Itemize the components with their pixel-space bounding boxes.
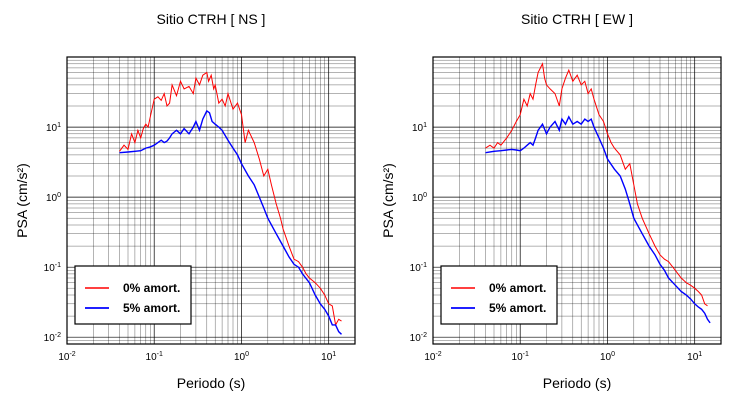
y-tick-label: 101 (412, 122, 427, 134)
chart-title: Sitio CTRH [ EW ] (521, 11, 633, 27)
legend: 0% amort. 5% amort. (440, 265, 558, 325)
series-line-amort-0 (485, 62, 708, 307)
y-tick-label: 101 (46, 122, 61, 134)
x-tick-exponent: -1 (157, 351, 163, 358)
y-tick-exponent: 0 (423, 192, 427, 199)
y-tick-exponent: -1 (421, 262, 427, 269)
legend-label-amort-0: 0% amort. (123, 281, 180, 295)
x-tick-label: 100 (600, 351, 615, 363)
plot-frame (432, 56, 722, 345)
y-tick-label: 100 (412, 192, 427, 204)
x-tick-exponent: -2 (435, 351, 441, 358)
legend-box (74, 265, 192, 325)
x-tick-exponent: 1 (698, 351, 702, 358)
legend-label-amort-0: 0% amort. (489, 281, 546, 295)
legend-box (440, 265, 558, 325)
y-tick-label: 10-1 (44, 262, 61, 274)
x-tick-label: 10-2 (424, 351, 441, 363)
y-tick-exponent: -1 (55, 262, 61, 269)
y-tick-label: 10-2 (410, 332, 427, 344)
x-axis-label: Periodo (s) (177, 375, 245, 391)
legend-label-amort-5: 5% amort. (123, 301, 180, 315)
series-line-amort-0 (119, 71, 342, 327)
y-tick-label: 100 (46, 192, 61, 204)
y-tick-exponent: -2 (421, 332, 427, 339)
plot-frame (66, 56, 356, 345)
legend: 0% amort. 5% amort. (74, 265, 192, 325)
x-tick-exponent: -2 (69, 351, 75, 358)
legend-label-amort-5: 5% amort. (489, 301, 546, 315)
x-tick-label: 10-1 (146, 351, 163, 363)
x-tick-label: 10-2 (58, 351, 75, 363)
y-tick-exponent: 1 (423, 122, 427, 129)
x-tick-exponent: 1 (332, 351, 336, 358)
x-tick-label: 101 (687, 351, 702, 363)
x-tick-exponent: 0 (611, 351, 615, 358)
chart-title: Sitio CTRH [ NS ] (157, 11, 266, 27)
x-tick-label: 100 (234, 351, 249, 363)
x-axis-label: Periodo (s) (543, 375, 611, 391)
series-line-amort-5 (119, 109, 342, 335)
x-tick-exponent: -1 (523, 351, 529, 358)
x-tick-exponent: 0 (245, 351, 249, 358)
y-tick-exponent: 0 (57, 192, 61, 199)
y-tick-exponent: -2 (55, 332, 61, 339)
x-tick-label: 101 (321, 351, 336, 363)
y-tick-label: 10-2 (44, 332, 61, 344)
y-axis-label: PSA (cm/s²) (380, 163, 396, 238)
grid (66, 56, 356, 345)
y-tick-exponent: 1 (57, 122, 61, 129)
y-tick-label: 10-1 (410, 262, 427, 274)
y-axis-label: PSA (cm/s²) (14, 163, 30, 238)
series-line-amort-5 (485, 115, 711, 324)
x-tick-label: 10-1 (512, 351, 529, 363)
